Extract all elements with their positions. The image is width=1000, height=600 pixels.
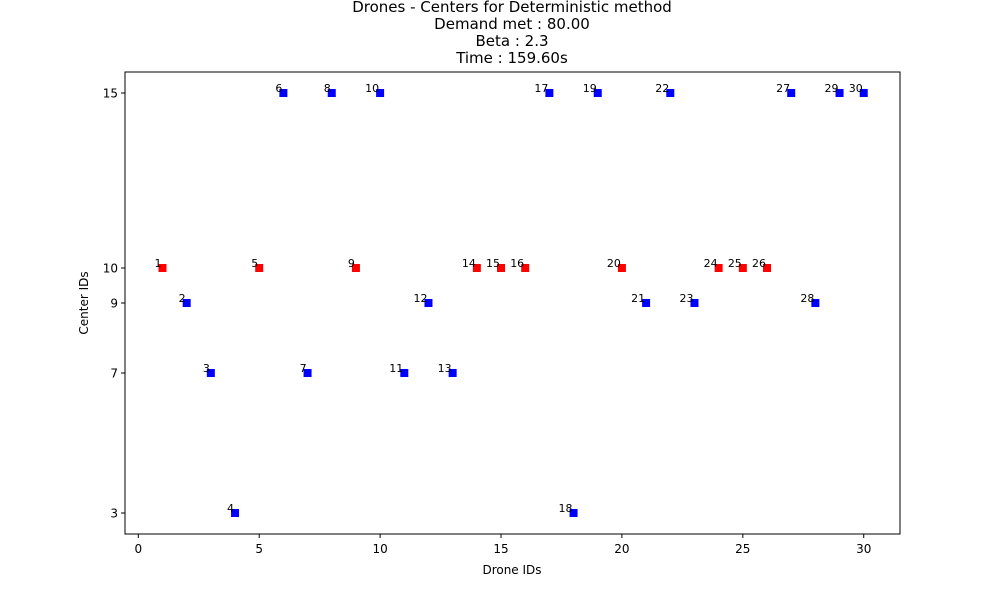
data-point-blue — [835, 89, 844, 97]
data-point-blue — [690, 299, 699, 307]
data-point-label: 14 — [462, 257, 476, 270]
data-point-blue — [206, 369, 215, 377]
x-tick-label: 5 — [255, 542, 263, 556]
y-axis-ticks: 3 7 9 10 15 — [103, 87, 125, 521]
data-point-label: 10 — [365, 82, 379, 95]
data-point-blue — [424, 299, 433, 307]
data-point-label: 11 — [389, 362, 403, 375]
y-axis-label: Center IDs — [77, 271, 91, 334]
y-tick-label: 9 — [110, 297, 118, 311]
data-point-label: 6 — [275, 82, 282, 95]
data-point-label: 8 — [324, 82, 331, 95]
data-point-red — [738, 264, 747, 272]
data-point-label: 21 — [631, 292, 645, 305]
data-point-red — [763, 264, 772, 272]
data-point-blue — [593, 89, 602, 97]
x-tick-label: 15 — [493, 542, 508, 556]
data-point-blue — [787, 89, 796, 97]
data-point-label: 22 — [655, 82, 669, 95]
y-tick-label: 15 — [103, 87, 118, 101]
data-point-label: 7 — [300, 362, 307, 375]
x-tick-label: 30 — [856, 542, 871, 556]
data-point-blue — [303, 369, 312, 377]
title-line-3: Beta : 2.3 — [475, 32, 548, 50]
data-point-label: 13 — [438, 362, 452, 375]
data-point-blue — [448, 369, 457, 377]
data-point-label: 27 — [776, 82, 790, 95]
title-line-4: Time : 159.60s — [455, 49, 568, 67]
title-line-1: Drones - Centers for Deterministic metho… — [352, 0, 672, 16]
data-point-blue — [376, 89, 385, 97]
data-point-label: 16 — [510, 257, 524, 270]
data-point-red — [351, 264, 360, 272]
plot-area-frame — [124, 71, 901, 535]
y-tick-label: 3 — [110, 507, 118, 521]
data-point-blue — [666, 89, 675, 97]
data-point-label: 3 — [203, 362, 210, 375]
data-point-label: 24 — [704, 257, 718, 270]
data-point-label: 2 — [179, 292, 186, 305]
data-point-label: 12 — [413, 292, 427, 305]
y-tick-label: 10 — [103, 262, 118, 276]
x-tick-label: 25 — [735, 542, 750, 556]
data-point-label: 9 — [348, 257, 355, 270]
data-point-red — [255, 264, 264, 272]
data-point-blue — [545, 89, 554, 97]
x-tick-label: 10 — [372, 542, 387, 556]
data-point-blue — [642, 299, 651, 307]
data-point-blue — [327, 89, 336, 97]
data-point-red — [617, 264, 626, 272]
data-point-label: 5 — [251, 257, 258, 270]
data-point-label: 29 — [825, 82, 839, 95]
x-tick-label: 0 — [134, 542, 142, 556]
data-point-label: 18 — [559, 502, 573, 515]
x-axis-ticks: 0 5 10 15 20 25 30 — [134, 534, 871, 556]
data-point-red — [472, 264, 481, 272]
data-point-label: 30 — [849, 82, 863, 95]
data-point-red — [497, 264, 506, 272]
data-point-blue — [859, 89, 868, 97]
x-axis-label: Drone IDs — [482, 563, 541, 577]
data-point-blue — [400, 369, 409, 377]
data-point-label: 1 — [154, 257, 161, 270]
data-point-label: 28 — [800, 292, 814, 305]
data-point-blue — [279, 89, 288, 97]
data-point-label: 4 — [227, 502, 234, 515]
data-point-red — [521, 264, 530, 272]
data-point-blue — [811, 299, 820, 307]
chart-title: Drones - Centers for Deterministic metho… — [352, 0, 672, 67]
data-points — [158, 89, 868, 517]
title-line-2: Demand met : 80.00 — [434, 15, 590, 33]
data-point-label: 23 — [679, 292, 693, 305]
data-point-label: 20 — [607, 257, 621, 270]
y-tick-label: 7 — [110, 367, 118, 381]
data-point-label: 19 — [583, 82, 597, 95]
data-point-red — [158, 264, 167, 272]
data-point-blue — [569, 509, 578, 517]
data-point-label: 25 — [728, 257, 742, 270]
data-point-red — [714, 264, 723, 272]
data-point-blue — [231, 509, 240, 517]
data-point-label: 17 — [534, 82, 548, 95]
data-point-blue — [182, 299, 191, 307]
x-tick-label: 20 — [614, 542, 629, 556]
data-point-label: 26 — [752, 257, 766, 270]
data-point-label: 15 — [486, 257, 500, 270]
